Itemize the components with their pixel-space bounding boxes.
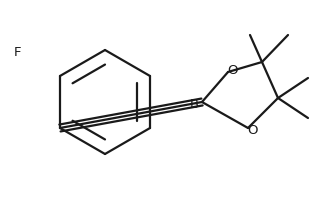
Text: F: F: [14, 46, 22, 59]
Text: B: B: [190, 97, 198, 110]
Text: O: O: [228, 64, 238, 77]
Text: O: O: [248, 123, 258, 136]
